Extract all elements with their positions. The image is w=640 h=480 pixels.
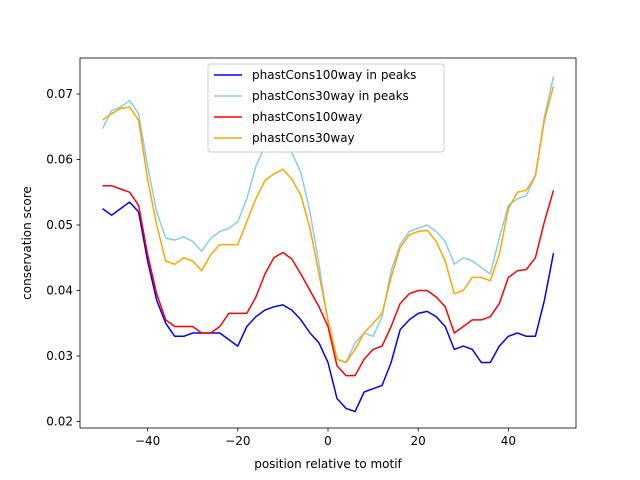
legend-label-3: phastCons30way (252, 131, 355, 145)
legend-label-2: phastCons100way (252, 110, 362, 124)
x-axis: −40 −20 0 20 40 (135, 428, 516, 448)
y-tick-label: 0.05 (46, 218, 73, 232)
x-tick-label: 20 (411, 434, 426, 448)
x-tick-label: 40 (501, 434, 516, 448)
x-axis-label: position relative to motif (254, 457, 402, 471)
legend-box (207, 63, 445, 153)
y-tick-label: 0.04 (46, 283, 73, 297)
y-tick-label: 0.06 (46, 153, 73, 167)
legend-label-1: phastCons30way in peaks (252, 89, 409, 103)
series-line-0 (102, 201, 555, 413)
legend: phastCons100way in peaks phastCons30way i… (207, 63, 445, 153)
series-line-3 (102, 86, 555, 364)
x-tick-label: −40 (135, 434, 160, 448)
legend-label-0: phastCons100way in peaks (252, 68, 416, 82)
series-line-2 (102, 184, 555, 377)
y-tick-label: 0.02 (46, 414, 73, 428)
y-axis: 0.02 0.03 0.04 0.05 0.06 0.07 (46, 87, 80, 428)
x-tick-label: 0 (324, 434, 332, 448)
series-layer (101, 76, 555, 413)
y-tick-label: 0.03 (46, 349, 73, 363)
y-tick-label: 0.07 (46, 87, 73, 101)
y-axis-label: conservation score (20, 186, 34, 300)
x-tick-label: −20 (225, 434, 250, 448)
